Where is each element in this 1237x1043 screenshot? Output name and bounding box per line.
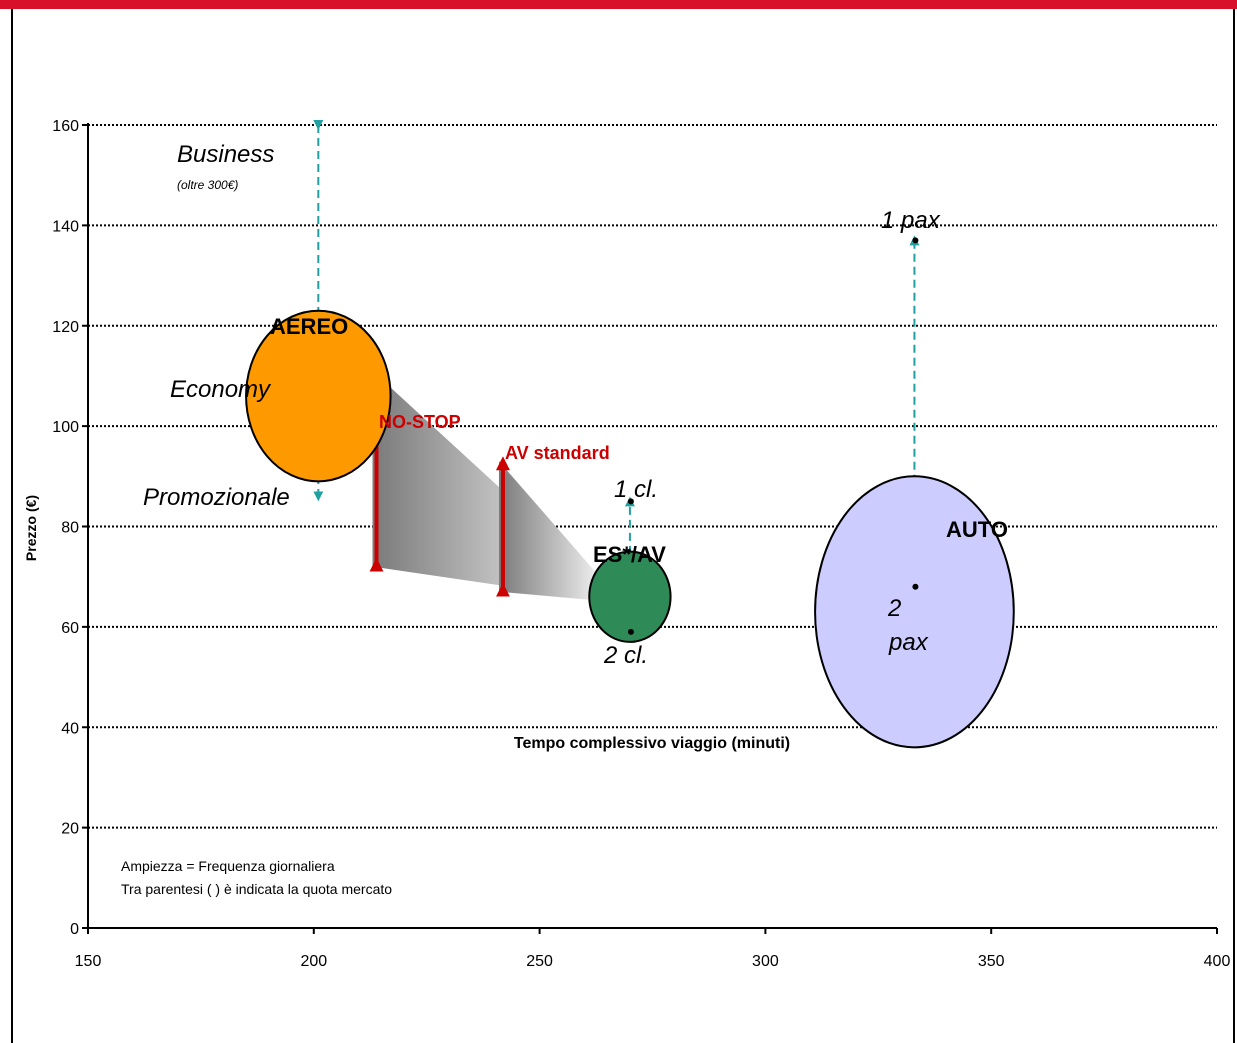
wedge-layer [372,370,612,602]
point-marker [627,498,634,505]
av-standard-label: AV standard [505,443,610,463]
x-tick-label: 200 [300,953,327,970]
top-bar [0,0,1237,9]
x-axis-label: Tempo complessivo viaggio (minuti) [514,735,790,752]
x-tick-label: 400 [1204,953,1231,970]
business-label: Business [177,141,274,168]
x-tick-label: 150 [75,953,102,970]
y-tick-label: 140 [52,218,79,235]
y-tick-label: 80 [61,520,79,537]
y-tick-label: 0 [70,921,79,938]
business-note: (oltre 300€) [177,178,238,192]
y-tick-label: 100 [52,419,79,436]
frame-left-border [11,9,13,1043]
point-marker [912,237,919,244]
point-marker [912,583,919,590]
treno-label: ES*/AV [593,542,666,567]
promozionale-label: Promozionale [143,484,290,511]
note-line-1: Ampiezza = Frequenza giornaliera [121,858,335,874]
x-tick-label: 350 [978,953,1005,970]
frame-right-border [1233,9,1235,1043]
y-tick-label: 40 [61,720,79,737]
y-tick-label: 160 [52,118,79,135]
x-tick-label: 300 [752,953,779,970]
bubble-es-av [588,550,672,643]
auto-inner-label-1: 2 [887,595,901,622]
seconda-classe-label: 2 cl. [603,642,648,669]
bubble-layer [245,237,1015,749]
auto-inner-label-2: pax [888,629,929,656]
axis-layer: 0 20 40 60 80 100 120 140 160 150 200 250 300 350 400 [52,118,1230,970]
y-tick-label: 60 [61,620,79,637]
auto-label: AUTO [946,517,1008,542]
aereo-label: AEREO [270,314,348,339]
economy-label: Economy [170,376,272,403]
point-marker [627,628,634,635]
x-tick-label: 250 [526,953,553,970]
bubble-aereo [245,309,392,483]
y-tick-label: 20 [61,821,79,838]
av-standard-wedge [498,461,612,602]
note-line-2: Tra parentesi ( ) è indicata la quota me… [121,881,392,897]
one-pax-label: 1 pax [881,207,941,234]
prima-classe-label: 1 cl. [614,476,658,503]
bubble-auto [814,475,1015,749]
y-tick-label: 120 [52,319,79,336]
y-axis-label: Prezzo (€) [23,495,39,561]
no-stop-label: NO-STOP [379,412,461,432]
